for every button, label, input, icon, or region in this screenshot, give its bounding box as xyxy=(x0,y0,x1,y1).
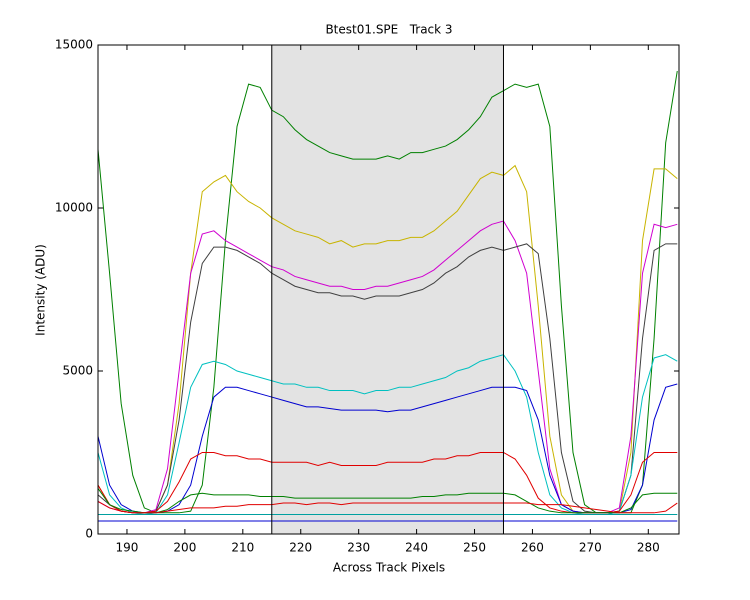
x-tick-label: 190 xyxy=(116,541,139,555)
x-tick-label: 230 xyxy=(347,541,370,555)
series-line xyxy=(98,383,678,514)
x-axis-label: Across Track Pixels xyxy=(333,561,445,575)
series-line xyxy=(98,354,678,515)
x-tick-label: 270 xyxy=(579,541,602,555)
y-axis-label: Intensity (ADU) xyxy=(34,244,48,336)
x-tick-label: 280 xyxy=(637,541,660,555)
x-tick-label: 200 xyxy=(173,541,196,555)
x-tick-label: 210 xyxy=(231,541,254,555)
x-tick-label: 240 xyxy=(405,541,428,555)
y-tick-label: 5000 xyxy=(62,364,93,378)
plot-frame xyxy=(97,44,680,535)
series-line xyxy=(98,488,678,514)
series-line xyxy=(98,243,678,514)
shaded-region xyxy=(271,45,504,534)
chart-title: Btest01.SPE Track 3 xyxy=(325,23,452,37)
series-line xyxy=(98,500,678,514)
x-tick-label: 250 xyxy=(463,541,486,555)
x-tick-label: 220 xyxy=(289,541,312,555)
y-tick-label: 10000 xyxy=(55,201,93,215)
y-tick-label: 0 xyxy=(85,527,93,541)
x-tick-label: 260 xyxy=(521,541,544,555)
series-line xyxy=(98,71,678,514)
y-tick-label: 15000 xyxy=(55,38,93,52)
